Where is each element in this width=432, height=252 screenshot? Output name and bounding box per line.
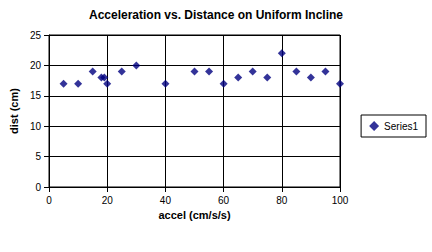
svg-text:dist (cm): dist (cm) xyxy=(8,88,20,134)
svg-text:0: 0 xyxy=(46,195,52,206)
svg-text:25: 25 xyxy=(30,30,42,41)
svg-text:20: 20 xyxy=(30,60,42,71)
svg-text:80: 80 xyxy=(276,195,288,206)
svg-text:15: 15 xyxy=(30,90,42,101)
svg-text:10: 10 xyxy=(30,121,42,132)
svg-text:Series1: Series1 xyxy=(384,121,418,132)
svg-text:20: 20 xyxy=(102,195,114,206)
svg-text:0: 0 xyxy=(35,182,41,193)
svg-text:40: 40 xyxy=(160,195,172,206)
svg-text:60: 60 xyxy=(218,195,230,206)
svg-text:Acceleration vs. Distance on U: Acceleration vs. Distance on Uniform Inc… xyxy=(89,8,343,22)
svg-text:5: 5 xyxy=(35,151,41,162)
svg-text:100: 100 xyxy=(332,195,349,206)
svg-text:accel (cm/s/s): accel (cm/s/s) xyxy=(158,209,230,221)
